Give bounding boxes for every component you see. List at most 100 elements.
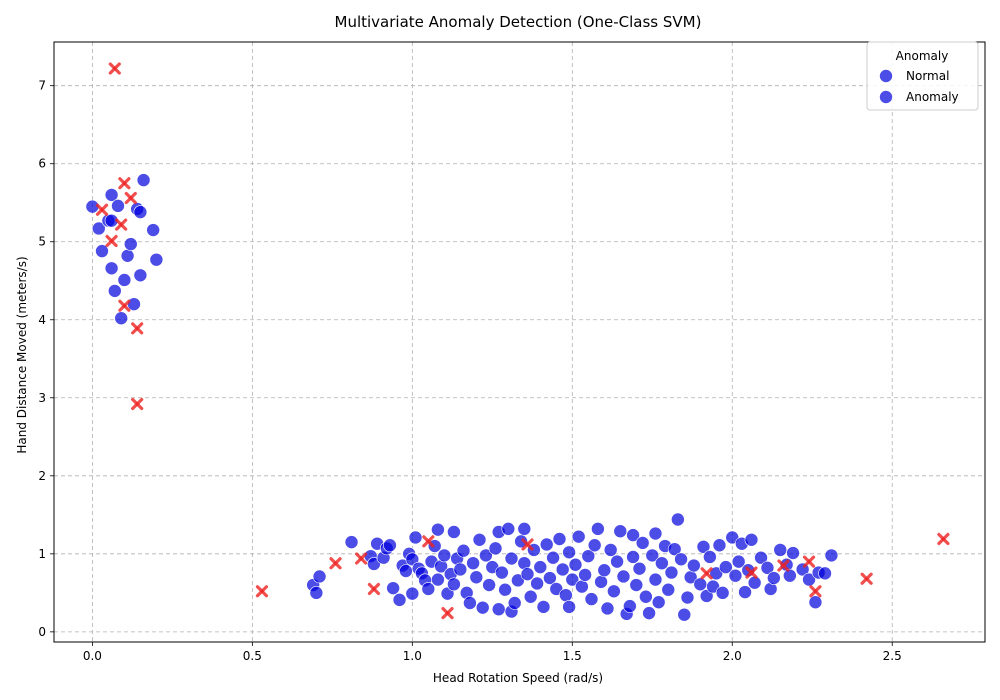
anomaly-point — [124, 191, 137, 205]
normal-point — [626, 528, 640, 542]
normal-point — [642, 606, 656, 620]
normal-point — [731, 554, 746, 569]
normal-point — [504, 551, 519, 566]
legend: Anomaly Normal Anomaly — [866, 41, 979, 111]
chart-title: Multivariate Anomaly Detection (One-Clas… — [335, 13, 702, 31]
normal-point — [344, 535, 359, 549]
normal-point — [408, 530, 423, 545]
normal-point — [488, 541, 503, 556]
normal-point — [783, 568, 797, 583]
normal-point — [543, 571, 557, 585]
normal-point — [383, 538, 397, 553]
normal-point — [466, 556, 480, 570]
normal-point — [479, 548, 493, 563]
normal-point — [149, 252, 164, 267]
normal-point — [562, 545, 576, 560]
anomaly-point — [105, 234, 118, 248]
anomaly-point — [777, 559, 790, 572]
normal-point — [511, 573, 525, 588]
y-tick-label: 0 — [38, 625, 46, 639]
normal-point — [447, 525, 461, 539]
normal-point — [709, 566, 724, 581]
normal-point — [703, 550, 717, 564]
normal-point — [133, 205, 148, 219]
anomaly-point — [802, 555, 816, 568]
normal-point — [616, 569, 631, 584]
normal-point — [786, 546, 800, 560]
normal-point — [507, 596, 522, 610]
normal-point — [693, 577, 708, 592]
normal-point — [565, 572, 580, 587]
legend-box — [866, 41, 979, 111]
normal-point — [523, 589, 538, 604]
anomaly-point — [521, 538, 534, 551]
plot-frame — [53, 41, 986, 643]
normal-point — [559, 588, 573, 602]
normal-point — [744, 532, 759, 547]
normal-point — [754, 550, 768, 565]
normal-point — [431, 522, 445, 537]
normal-point — [440, 586, 455, 601]
normal-point — [469, 570, 484, 585]
normal-point — [405, 586, 420, 601]
normal-point — [520, 567, 535, 581]
anomaly-point — [700, 567, 713, 580]
normal-point — [648, 572, 663, 587]
y-tick-label: 4 — [38, 313, 46, 327]
anomaly-point — [131, 322, 144, 335]
normal-point — [824, 548, 839, 563]
normal-point — [715, 586, 730, 600]
y-tick-label: 6 — [38, 157, 46, 171]
normal-point — [773, 543, 788, 557]
normal-point — [719, 560, 733, 574]
normal-point — [613, 524, 628, 539]
normal-point — [699, 589, 714, 603]
normal-point — [95, 244, 109, 258]
normal-point — [607, 584, 621, 599]
normal-point — [495, 565, 509, 580]
normal-point — [594, 575, 608, 589]
normal-point — [671, 512, 685, 527]
normal-point — [568, 557, 583, 572]
normal-point — [133, 268, 148, 283]
anomaly-point — [95, 203, 109, 216]
normal-point — [530, 576, 544, 591]
x-tick-label: 1.5 — [563, 649, 582, 663]
legend-label-normal: Normal — [906, 69, 949, 83]
normal-point — [392, 593, 407, 607]
normal-point — [533, 560, 548, 574]
normal-point — [738, 585, 752, 599]
data-points — [85, 62, 950, 622]
normal-point — [501, 522, 516, 536]
normal-point — [463, 596, 477, 610]
y-tick-label: 2 — [38, 469, 46, 483]
x-tick-label: 0.5 — [243, 649, 262, 663]
normal-point — [597, 563, 612, 578]
normal-point — [117, 273, 132, 287]
y-axis-label: Hand Distance Moved (meters/s) — [15, 256, 29, 453]
normal-point — [104, 261, 119, 276]
anomaly-point — [860, 572, 873, 585]
normal-point — [431, 572, 445, 587]
normal-point — [482, 578, 496, 592]
anomaly-point — [367, 582, 381, 596]
normal-point — [146, 223, 160, 237]
grid-lines — [54, 42, 985, 642]
normal-point — [517, 522, 532, 536]
normal-point — [491, 602, 506, 617]
normal-point — [367, 557, 381, 571]
normal-point — [639, 589, 653, 604]
normal-point — [498, 582, 512, 597]
normal-point — [453, 562, 468, 577]
anomaly-point — [118, 177, 131, 190]
normal-point — [808, 595, 823, 610]
normal-point — [747, 575, 762, 590]
normal-point — [475, 600, 490, 615]
normal-point — [571, 529, 586, 544]
normal-point — [584, 592, 599, 606]
normal-point — [623, 599, 637, 613]
normal-point — [680, 590, 695, 605]
normal-point — [309, 586, 324, 600]
normal-point — [655, 556, 669, 570]
normal-point — [664, 565, 679, 580]
